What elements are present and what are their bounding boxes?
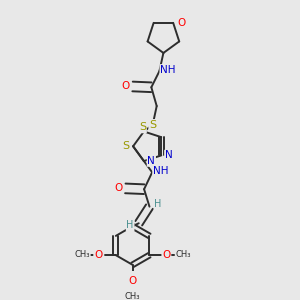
Text: NH: NH (153, 167, 169, 176)
Text: NH: NH (160, 65, 176, 75)
Text: H: H (127, 220, 134, 230)
Text: CH₃: CH₃ (75, 250, 90, 259)
Text: N: N (148, 156, 155, 166)
Text: O: O (115, 183, 123, 194)
Text: CH₃: CH₃ (175, 250, 191, 259)
Text: N: N (165, 150, 172, 161)
Text: CH₃: CH₃ (125, 292, 140, 300)
Text: O: O (128, 277, 137, 286)
Text: O: O (162, 250, 171, 260)
Text: H: H (154, 200, 162, 209)
Text: S: S (149, 120, 156, 130)
Text: O: O (122, 82, 130, 92)
Text: S: S (122, 141, 129, 151)
Text: O: O (94, 250, 102, 260)
Text: S: S (139, 122, 146, 133)
Text: O: O (177, 18, 185, 28)
